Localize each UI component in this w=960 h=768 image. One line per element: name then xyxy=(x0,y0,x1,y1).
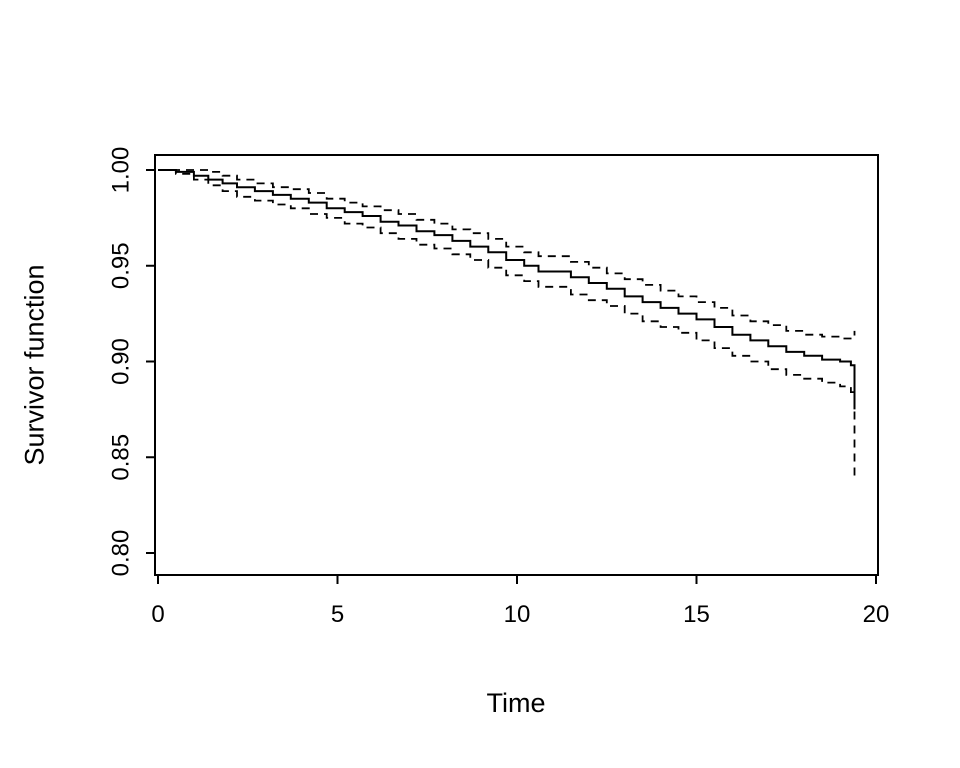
y-tick-label: 0.80 xyxy=(107,530,134,577)
y-tick-label: 1.00 xyxy=(107,147,134,194)
series-layer xyxy=(158,169,856,477)
x-tick-label: 0 xyxy=(151,601,164,628)
x-tick-label: 5 xyxy=(331,601,344,628)
x-tick-label: 20 xyxy=(863,601,890,628)
y-tick-label: 0.95 xyxy=(107,242,134,289)
axes-layer: 0 5 10 15 20 0.80 0.85 0.90 0.95 1.00 xyxy=(107,147,889,628)
y-tick-label: 0.90 xyxy=(107,338,134,385)
x-tick-label: 15 xyxy=(683,601,710,628)
y-tick-label: 0.85 xyxy=(107,434,134,481)
series-upper-confidence-band xyxy=(158,169,856,340)
series-survivor-estimate xyxy=(158,169,856,410)
series-lower-confidence-band xyxy=(158,169,856,477)
x-tick-label: 10 xyxy=(504,601,531,628)
x-axis-label: Time xyxy=(487,688,546,718)
y-axis-label: Survivor function xyxy=(19,264,49,465)
plot-box xyxy=(154,154,879,576)
